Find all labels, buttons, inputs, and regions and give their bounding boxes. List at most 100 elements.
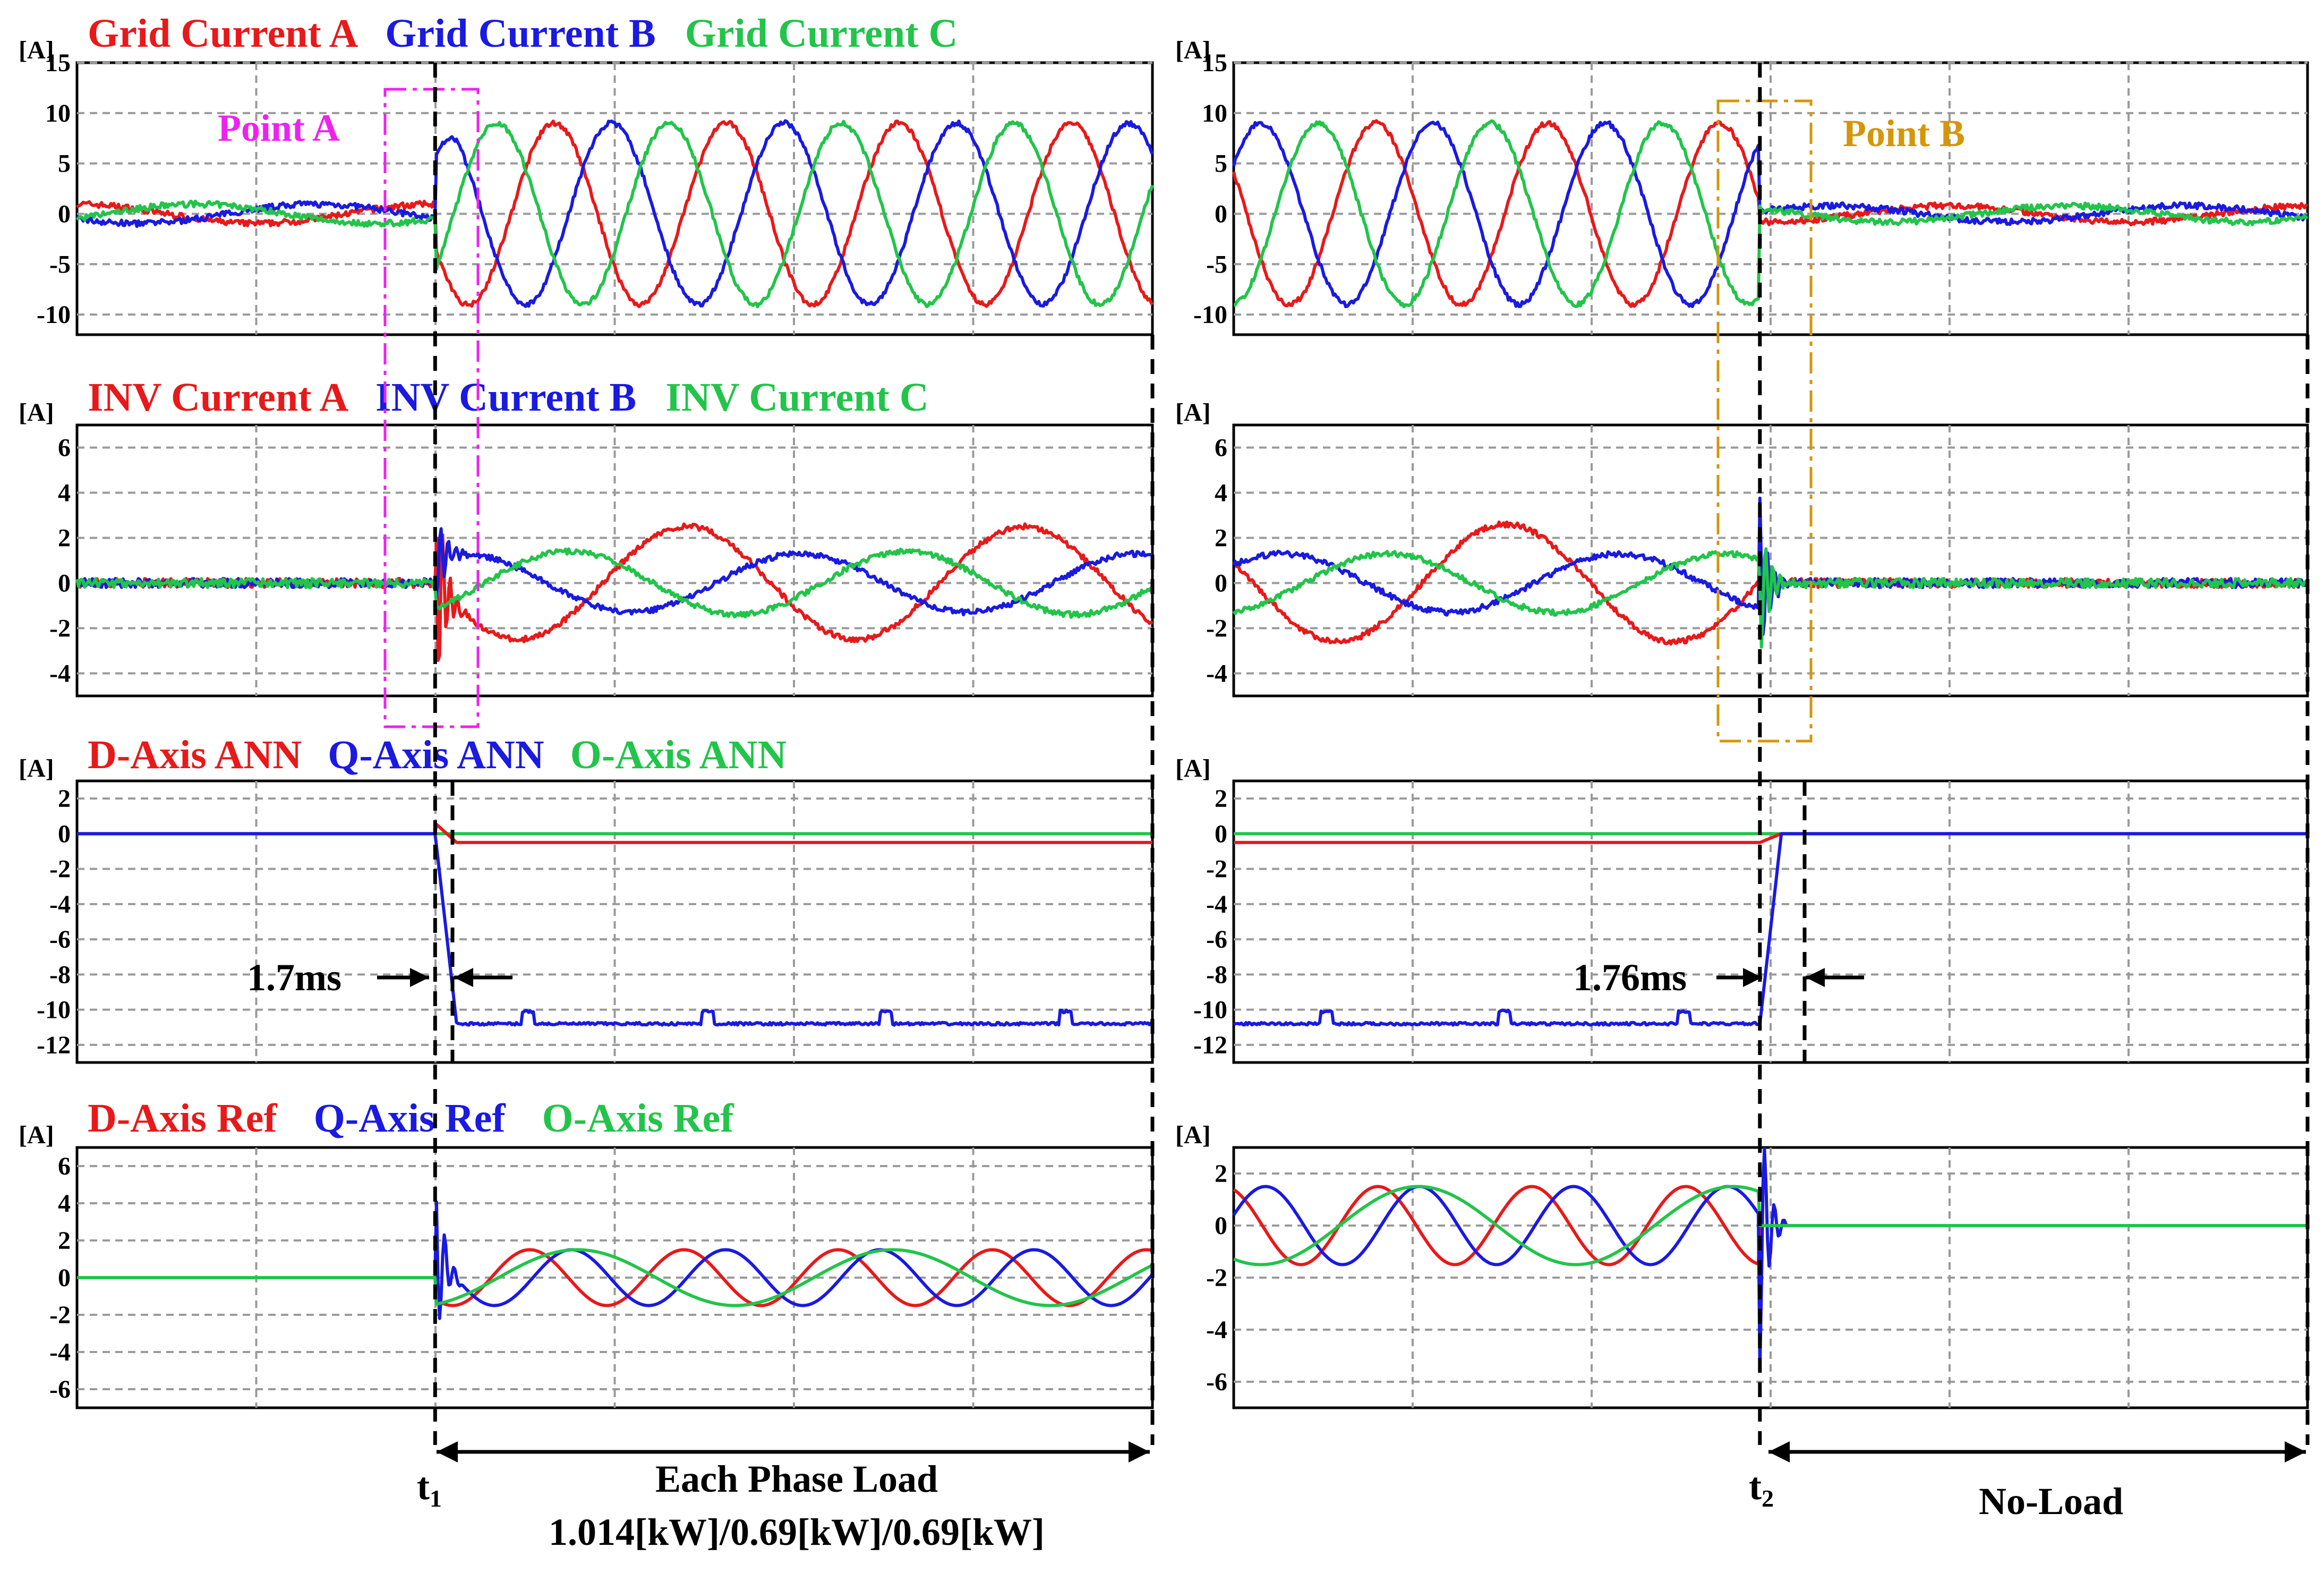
panel-ref-left-series-c bbox=[76, 1248, 1154, 1307]
panel-inv-right-tick-label: 4 bbox=[1215, 479, 1227, 507]
panel-ann-right-tick-label: -6 bbox=[1206, 925, 1227, 954]
panel-ann-right-series-b bbox=[1233, 832, 2308, 1027]
panel-ann-left-tick-label: 2 bbox=[58, 785, 71, 813]
panel-inv-left-tick-label: 0 bbox=[58, 569, 71, 598]
panel-grid-right-tick-label: 10 bbox=[1202, 99, 1227, 127]
load-label-line1: Each Phase Load bbox=[655, 1458, 938, 1500]
noload-span-head-left bbox=[1768, 1441, 1790, 1463]
panel-grid-right-tick-label: -5 bbox=[1206, 250, 1227, 278]
panel-ref-right-tick-label: 2 bbox=[1215, 1160, 1227, 1188]
panel-grid-right-series-a bbox=[1232, 119, 2309, 308]
point-a-label: Point A bbox=[218, 107, 340, 149]
panel-ref-right-unit: [A] bbox=[1175, 1121, 1211, 1149]
legend-ref: D-Axis Ref Q-Axis Ref O-Axis Ref bbox=[88, 1096, 734, 1141]
panel-ref-right-series-c bbox=[1233, 1185, 2308, 1266]
panel-ann-left-tick-label: -4 bbox=[49, 890, 71, 919]
panel-inv-right-tick-label: -4 bbox=[1206, 660, 1227, 688]
panel-inv-left-series-b bbox=[76, 527, 1154, 617]
panel-ref-left-tick-label: 4 bbox=[58, 1189, 71, 1218]
panel-ann-left-tick-label: -2 bbox=[49, 855, 71, 883]
panel-inv-right-tick-label: 6 bbox=[1215, 434, 1227, 462]
panel-ref-right-tick-label: -2 bbox=[1206, 1264, 1227, 1292]
panel-ann-right-tick-label: -10 bbox=[1193, 996, 1227, 1024]
legend-inv-c: INV Current C bbox=[665, 375, 928, 420]
load-label-line2: 1.014[kW]/0.69[kW]/0.69[kW] bbox=[549, 1511, 1045, 1553]
panel-inv-left-tick-label: -4 bbox=[49, 660, 71, 688]
panel-ref-left-tick-label: -4 bbox=[49, 1338, 71, 1366]
panel-inv-left-unit: [A] bbox=[19, 398, 54, 427]
delay-right-arrowhead-1 bbox=[1743, 968, 1762, 987]
legend-ref-q: Q-Axis Ref bbox=[314, 1096, 507, 1141]
legend-ann-d: D-Axis ANN bbox=[88, 733, 302, 777]
panel-grid-right-series-c bbox=[1233, 119, 2309, 309]
point-b-box bbox=[1716, 99, 1813, 743]
panel-ann-left-tick-label: -6 bbox=[49, 925, 71, 954]
load-span-head-right bbox=[1129, 1441, 1150, 1463]
panel-grid-left-series-c bbox=[75, 120, 1154, 309]
noload-label: No-Load bbox=[1979, 1480, 2123, 1523]
panel-grid-right-unit: [A] bbox=[1175, 36, 1211, 64]
legend-grid-c: Grid Current C bbox=[685, 11, 958, 56]
panel-grid-left-tick-label: -5 bbox=[49, 250, 71, 278]
panel-inv-right-tick-label: -2 bbox=[1206, 615, 1227, 643]
panel-ann-left-tick-label: -10 bbox=[37, 996, 71, 1024]
legend-ref-o: O-Axis Ref bbox=[542, 1096, 735, 1141]
delay-left-label: 1.7ms bbox=[247, 956, 341, 999]
panel-ref-left-unit: [A] bbox=[19, 1121, 54, 1149]
event-t1-label: t1 bbox=[417, 1465, 442, 1512]
panel-inv-right-unit: [A] bbox=[1175, 398, 1211, 427]
panel-ref-left-tick-label: -6 bbox=[49, 1375, 71, 1404]
panel-grid-left-tick-label: -10 bbox=[37, 301, 71, 329]
panel-grid-left-series-a bbox=[76, 120, 1154, 309]
panel-ann-right-unit: [A] bbox=[1175, 754, 1211, 783]
noload-span-head-right bbox=[2285, 1441, 2306, 1463]
panel-ann-left-tick-label: -8 bbox=[49, 960, 71, 989]
legend-ref-d: D-Axis Ref bbox=[88, 1096, 278, 1141]
delay-right-arrowhead-2 bbox=[1806, 968, 1825, 987]
panel-inv-left-tick-label: 4 bbox=[58, 479, 71, 507]
panel-ann-right-tick-label: -8 bbox=[1206, 960, 1227, 989]
panel-ann-left-series-b bbox=[76, 832, 1154, 1027]
panel-grid-right-tick-label: 15 bbox=[1202, 49, 1227, 77]
legend-inv-b: INV Current B bbox=[375, 375, 636, 420]
legend-ann: D-Axis ANN Q-Axis ANN O-Axis ANN bbox=[88, 733, 787, 777]
panel-grid-left-tick-label: 10 bbox=[45, 99, 71, 127]
panel-ann-left-unit: [A] bbox=[19, 754, 54, 783]
panel-ann-left-tick-label: 0 bbox=[58, 820, 71, 848]
legend-ann-o: O-Axis ANN bbox=[570, 733, 787, 777]
panel-grid-right-tick-label: 0 bbox=[1215, 200, 1227, 228]
point-a-box bbox=[383, 88, 480, 728]
panel-ref-right-tick-label: 0 bbox=[1215, 1212, 1227, 1240]
panel-ann-right-tick-label: 2 bbox=[1215, 785, 1227, 813]
legend-inv: INV Current A INV Current B INV Current … bbox=[88, 375, 929, 420]
panel-inv-right-tick-label: 0 bbox=[1215, 569, 1227, 598]
panel-grid-right-tick-label: -10 bbox=[1193, 301, 1227, 329]
panel-grid-left-tick-label: 0 bbox=[58, 200, 71, 228]
load-span-head-left bbox=[437, 1441, 458, 1463]
event-t2-label: t2 bbox=[1749, 1465, 1774, 1512]
panel-ann-right-tick-label: -4 bbox=[1206, 890, 1227, 919]
panel-ref-left-tick-label: 2 bbox=[58, 1227, 71, 1255]
point-b-label: Point B bbox=[1843, 112, 1965, 155]
panel-grid-left-tick-label: 5 bbox=[58, 150, 71, 178]
panel-grid-left-tick-label: 15 bbox=[45, 49, 71, 77]
legend-grid-a: Grid Current A bbox=[88, 11, 358, 56]
legend-grid-b: Grid Current B bbox=[385, 11, 655, 56]
panel-ann-right-tick-label: -2 bbox=[1206, 855, 1227, 883]
panel-ann-right-tick-label: 0 bbox=[1215, 820, 1227, 848]
panel-inv-left-tick-label: -2 bbox=[49, 615, 71, 643]
legend-inv-a: INV Current A bbox=[88, 375, 348, 420]
panel-ref-left-tick-label: 0 bbox=[58, 1264, 71, 1292]
panel-ref-left-tick-label: 6 bbox=[58, 1152, 71, 1180]
panel-ann-right-tick-label: -12 bbox=[1193, 1031, 1227, 1059]
panel-ref-left-tick-label: -2 bbox=[49, 1301, 71, 1329]
panel-ann-left-tick-label: -12 bbox=[37, 1031, 71, 1059]
delay-left-arrowhead-1 bbox=[410, 968, 429, 987]
delay-right-label: 1.76ms bbox=[1573, 956, 1687, 999]
panel-inv-left-tick-label: 6 bbox=[58, 434, 71, 462]
panel-ref-right-tick-label: -4 bbox=[1206, 1316, 1227, 1344]
legend-grid: Grid Current A Grid Current B Grid Curre… bbox=[88, 11, 958, 56]
delay-left-arrowhead-2 bbox=[454, 968, 473, 987]
panel-grid-left-unit: [A] bbox=[19, 36, 54, 64]
